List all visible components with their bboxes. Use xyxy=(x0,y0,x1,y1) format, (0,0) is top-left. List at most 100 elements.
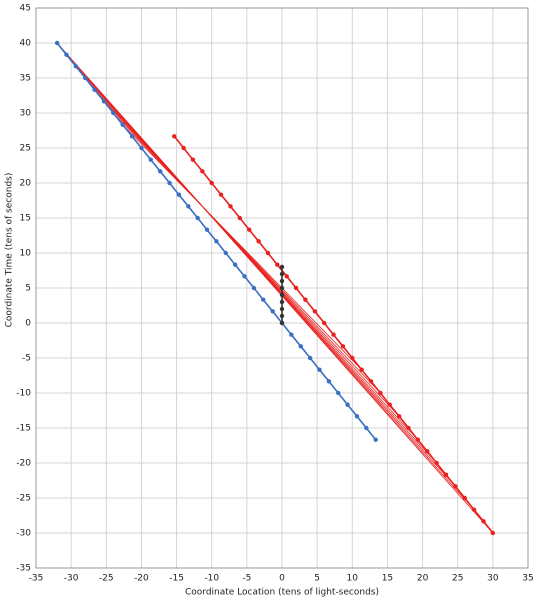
data-point xyxy=(223,250,228,256)
data-point xyxy=(101,99,107,104)
x-tick-label: 5 xyxy=(314,574,320,584)
data-point xyxy=(331,332,336,337)
data-point xyxy=(176,192,182,197)
y-tick-label: 15 xyxy=(20,214,31,224)
data-point xyxy=(73,64,79,69)
plot-frame xyxy=(35,7,529,569)
y-tick-label: 10 xyxy=(20,249,32,259)
data-point xyxy=(368,379,374,384)
data-point xyxy=(246,227,252,232)
y-tick-label: -25 xyxy=(16,494,31,504)
series-line xyxy=(113,112,381,394)
data-point xyxy=(336,390,341,396)
y-tick-label: -35 xyxy=(16,564,31,574)
data-point xyxy=(186,204,191,209)
data-point xyxy=(364,425,369,431)
data-point xyxy=(326,379,332,384)
data-point xyxy=(242,274,247,279)
data-point xyxy=(303,297,308,302)
y-tick-label: 35 xyxy=(20,74,31,84)
data-point xyxy=(490,530,496,536)
data-point xyxy=(209,180,214,186)
x-tick-label: 30 xyxy=(487,574,499,584)
data-point xyxy=(453,484,458,489)
data-point xyxy=(218,192,224,197)
data-point xyxy=(167,180,172,186)
data-point xyxy=(279,313,285,319)
data-point xyxy=(256,239,261,244)
data-point xyxy=(279,285,285,291)
y-tick-label: 20 xyxy=(20,179,32,189)
data-point xyxy=(378,390,383,396)
x-tick-label: -15 xyxy=(169,574,184,584)
x-tick-label: -20 xyxy=(134,574,149,584)
data-point xyxy=(425,449,430,454)
data-point xyxy=(298,344,303,349)
data-point xyxy=(251,285,257,291)
x-tick-label: 25 xyxy=(452,574,463,584)
x-tick-label: -35 xyxy=(29,574,44,584)
y-tick-label: 45 xyxy=(20,4,31,14)
data-point xyxy=(190,157,196,162)
data-point xyxy=(279,306,285,312)
x-tick-label: -5 xyxy=(242,574,251,584)
y-tick-label: 30 xyxy=(20,109,32,119)
y-tick-label: 5 xyxy=(25,284,31,294)
y-tick-label: -30 xyxy=(16,529,31,539)
data-point xyxy=(340,344,346,349)
data-point xyxy=(359,367,364,372)
x-tick-label: 10 xyxy=(347,574,359,584)
data-point xyxy=(172,134,177,139)
x-tick-label: 0 xyxy=(279,574,285,584)
data-point xyxy=(354,414,360,419)
data-point xyxy=(54,40,60,46)
y-tick-label: 0 xyxy=(25,319,31,329)
data-point xyxy=(317,367,322,372)
data-point xyxy=(261,297,266,302)
data-point xyxy=(443,472,449,477)
data-point xyxy=(289,332,294,337)
data-point xyxy=(279,264,285,270)
series-line xyxy=(94,89,419,440)
x-tick-label: -25 xyxy=(99,574,114,584)
x-tick-label: -10 xyxy=(204,574,219,584)
y-axis-label: Coordinate Time (tens of seconds) xyxy=(5,173,15,328)
data-point xyxy=(265,250,271,256)
data-point xyxy=(350,355,355,361)
data-point xyxy=(481,519,486,524)
data-point xyxy=(279,278,285,284)
data-point xyxy=(373,437,378,442)
data-point xyxy=(237,215,243,221)
y-tick-label: -15 xyxy=(16,424,31,434)
data-point xyxy=(214,239,219,244)
data-point xyxy=(284,274,289,279)
data-point xyxy=(111,110,116,116)
data-point xyxy=(181,145,186,151)
data-point xyxy=(204,227,210,232)
data-point xyxy=(321,320,327,326)
series-line xyxy=(84,77,437,464)
data-point xyxy=(434,460,439,466)
data-point xyxy=(157,169,163,174)
data-point xyxy=(415,437,421,442)
data-point xyxy=(120,122,125,127)
y-tick-label: -5 xyxy=(22,354,31,364)
data-point xyxy=(270,309,275,314)
data-point xyxy=(129,134,135,139)
data-point xyxy=(279,299,285,305)
data-point xyxy=(232,262,238,267)
x-tick-label: 15 xyxy=(382,574,393,584)
data-point xyxy=(139,145,144,151)
data-point xyxy=(279,292,285,298)
data-point xyxy=(64,52,69,57)
data-point xyxy=(462,495,467,501)
data-point xyxy=(312,309,318,314)
data-point xyxy=(406,425,411,431)
y-tick-label: -10 xyxy=(16,389,31,399)
y-tick-label: 25 xyxy=(20,144,31,154)
data-point xyxy=(279,271,285,277)
data-point xyxy=(92,87,97,92)
data-point xyxy=(83,75,88,81)
data-point xyxy=(293,285,299,291)
